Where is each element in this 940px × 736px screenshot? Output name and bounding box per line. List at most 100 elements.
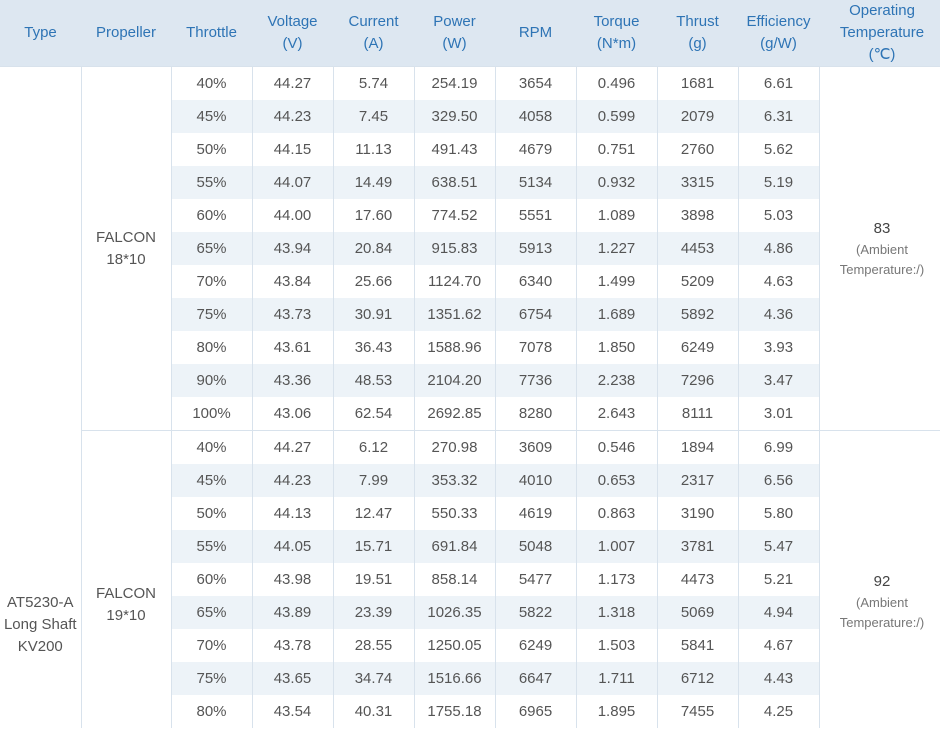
header-efficiency-unit: (g/W) (760, 35, 797, 52)
cell-thrust: 5069 (657, 596, 739, 629)
cell-throttle: 45% (171, 464, 253, 497)
cell-thrust: 2079 (657, 100, 739, 133)
cell-throttle: 100% (171, 397, 253, 431)
table-row: 65% 43.94 20.84 915.83 5913 1.227 4453 4.86 (0, 232, 940, 265)
cell-current: 6.12 (333, 430, 415, 464)
cell-rpm: 5048 (495, 530, 577, 563)
propeller-name: FALCON (95, 228, 156, 246)
cell-rpm: 3609 (495, 430, 577, 464)
cell-rpm: 3654 (495, 66, 577, 100)
cell-rpm: 5551 (495, 199, 577, 232)
header-voltage-unit: (V) (282, 35, 303, 52)
cell-torque: 1.173 (576, 563, 658, 596)
cell-rpm: 4058 (495, 100, 577, 133)
type-line-1: AT5230-A (7, 594, 74, 611)
cell-thrust: 3190 (657, 497, 739, 530)
cell-efficiency: 5.62 (738, 133, 820, 166)
propeller-cell: FALCON 19*10 (81, 430, 172, 728)
cell-thrust: 8111 (657, 397, 739, 431)
header-current-name: Current (348, 13, 399, 30)
table-row: 45% 44.23 7.45 329.50 4058 0.599 2079 6.31 (0, 100, 940, 133)
cell-current: 25.66 (333, 265, 415, 298)
table-row: 70% 43.78 28.55 1250.05 6249 1.503 5841 4.67 (0, 629, 940, 662)
cell-power: 1250.05 (414, 629, 496, 662)
cell-throttle: 65% (171, 232, 253, 265)
cell-torque: 1.850 (576, 331, 658, 364)
cell-voltage: 43.54 (252, 695, 334, 728)
header-thrust: Thrust (g) (657, 0, 738, 67)
operating-temperature-cell: 83 (Ambient Temperature:/) (819, 66, 940, 431)
header-current: Current (A) (333, 0, 414, 67)
cell-voltage: 44.27 (252, 66, 334, 100)
cell-current: 15.71 (333, 530, 415, 563)
cell-power: 915.83 (414, 232, 496, 265)
operating-temperature-cell: 92 (Ambient Temperature:/) (819, 430, 940, 728)
cell-voltage: 44.23 (252, 100, 334, 133)
cell-throttle: 65% (171, 596, 253, 629)
cell-voltage: 44.23 (252, 464, 334, 497)
cell-thrust: 2317 (657, 464, 739, 497)
cell-torque: 2.238 (576, 364, 658, 397)
header-efficiency: Efficiency (g/W) (738, 0, 819, 67)
cell-current: 36.43 (333, 331, 415, 364)
propeller-cell: FALCON 18*10 (81, 66, 172, 431)
cell-power: 1588.96 (414, 331, 496, 364)
cell-thrust: 4453 (657, 232, 739, 265)
cell-current: 34.74 (333, 662, 415, 695)
cell-power: 638.51 (414, 166, 496, 199)
cell-power: 858.14 (414, 563, 496, 596)
table-row: 65% 43.89 23.39 1026.35 5822 1.318 5069 4.94 (0, 596, 940, 629)
cell-voltage: 43.84 (252, 265, 334, 298)
cell-torque: 1.711 (576, 662, 658, 695)
cell-torque: 1.895 (576, 695, 658, 728)
cell-rpm: 5477 (495, 563, 577, 596)
header-power-name: Power (433, 13, 476, 30)
operating-temperature-value: 92 (873, 573, 891, 590)
cell-torque: 0.496 (576, 66, 658, 100)
cell-rpm: 7078 (495, 331, 577, 364)
cell-efficiency: 6.31 (738, 100, 820, 133)
cell-voltage: 43.98 (252, 563, 334, 596)
cell-power: 1124.70 (414, 265, 496, 298)
cell-voltage: 43.89 (252, 596, 334, 629)
cell-thrust: 3315 (657, 166, 739, 199)
cell-current: 7.99 (333, 464, 415, 497)
cell-rpm: 4619 (495, 497, 577, 530)
table-row: 75% 43.73 30.91 1351.62 6754 1.689 5892 4.36 (0, 298, 940, 331)
cell-torque: 2.643 (576, 397, 658, 431)
table-row: 55% 44.07 14.49 638.51 5134 0.932 3315 5.19 (0, 166, 940, 199)
header-thrust-name: Thrust (676, 13, 719, 30)
header-propeller: Propeller (81, 0, 171, 67)
cell-thrust: 3781 (657, 530, 739, 563)
cell-current: 30.91 (333, 298, 415, 331)
cell-voltage: 43.73 (252, 298, 334, 331)
table-row: 50% 44.13 12.47 550.33 4619 0.863 3190 5.80 (0, 497, 940, 530)
cell-current: 17.60 (333, 199, 415, 232)
cell-thrust: 5841 (657, 629, 739, 662)
cell-efficiency: 6.56 (738, 464, 820, 497)
table-row: 75% 43.65 34.74 1516.66 6647 1.711 6712 4.43 (0, 662, 940, 695)
ambient-label-1: (Ambient (855, 595, 909, 610)
cell-efficiency: 4.25 (738, 695, 820, 728)
cell-thrust: 1894 (657, 430, 739, 464)
cell-torque: 0.863 (576, 497, 658, 530)
cell-power: 2104.20 (414, 364, 496, 397)
cell-rpm: 5134 (495, 166, 577, 199)
cell-efficiency: 3.47 (738, 364, 820, 397)
table-row: FALCON 19*10 40% 44.27 6.12 270.98 3609 0.546 18… (0, 430, 940, 728)
cell-thrust: 5209 (657, 265, 739, 298)
cell-thrust: 5892 (657, 298, 739, 331)
cell-efficiency: 4.36 (738, 298, 820, 331)
header-efficiency-name: Efficiency (746, 13, 811, 30)
cell-thrust: 1681 (657, 66, 739, 100)
cell-thrust: 3898 (657, 199, 739, 232)
table-row: 80% 43.61 36.43 1588.96 7078 1.850 6249 3.93 (0, 331, 940, 364)
header-optemp-l2: Temperature (839, 24, 925, 41)
cell-power: 1516.66 (414, 662, 496, 695)
cell-throttle: 50% (171, 133, 253, 166)
cell-power: 774.52 (414, 199, 496, 232)
cell-throttle: 70% (171, 265, 253, 298)
cell-efficiency: 6.99 (738, 430, 820, 464)
cell-voltage: 43.65 (252, 662, 334, 695)
cell-rpm: 8280 (495, 397, 577, 431)
